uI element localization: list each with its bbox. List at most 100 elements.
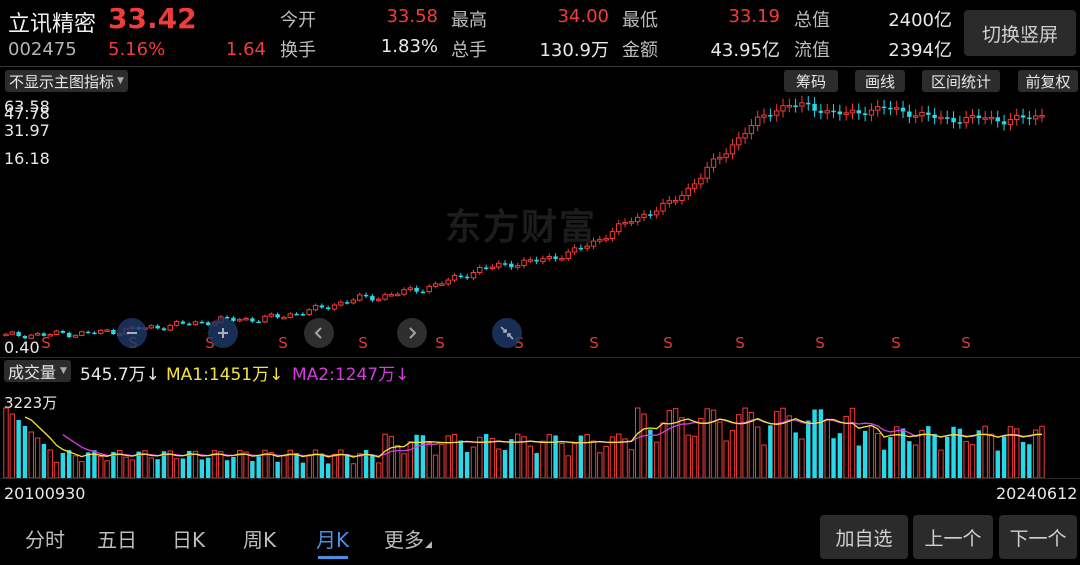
candle-body	[786, 104, 793, 108]
tab-wuri[interactable]: 五日	[97, 528, 137, 552]
volume-bar	[294, 453, 299, 478]
price-axis-label: 16.18	[4, 149, 50, 168]
volume-selector[interactable]: 成交量 ▼	[4, 360, 71, 382]
volume-bar	[641, 413, 647, 478]
tab-rik[interactable]: 日K	[172, 528, 206, 552]
candle-body	[401, 289, 407, 295]
volume-bar	[458, 440, 464, 478]
volume-bar	[331, 453, 338, 478]
candle-body	[256, 321, 261, 324]
signal-marker: S	[891, 334, 901, 352]
price-axis-label: 31.97	[4, 121, 50, 140]
collapse-button[interactable]	[492, 318, 522, 348]
volume-bar	[98, 455, 104, 478]
candle-body	[250, 318, 255, 322]
candle-body	[988, 116, 995, 120]
candle-body	[893, 107, 900, 110]
candle-body	[357, 294, 363, 301]
volume-bar	[3, 407, 9, 478]
candlestick-chart[interactable]: SSSSSSSSSSSSS	[0, 94, 1080, 356]
candle-body	[502, 263, 508, 265]
start-date: 20100930	[4, 484, 86, 503]
volume-bar	[912, 444, 919, 478]
tab-fenshi[interactable]: 分时	[25, 528, 65, 552]
candle-body	[375, 298, 382, 302]
candle-body	[306, 309, 312, 316]
stock-price: 33.42	[108, 2, 197, 35]
candle-body	[837, 111, 843, 115]
candle-body	[275, 314, 280, 318]
volume-bar	[717, 421, 723, 478]
volume-bar	[250, 461, 255, 478]
tab-zhouk[interactable]: 周K	[243, 528, 277, 552]
volume-bar	[843, 415, 849, 478]
candle-body	[553, 256, 558, 259]
chip-qujian[interactable]: 区间统计	[922, 70, 1000, 92]
chip-chouma[interactable]: 筹码	[784, 70, 838, 92]
candle-body	[224, 316, 230, 319]
volume-bar	[420, 435, 426, 478]
volume-bar	[60, 452, 66, 478]
scroll-left-button[interactable]	[304, 318, 334, 348]
candle-body	[363, 294, 369, 297]
candle-body	[199, 321, 205, 324]
candle-body	[281, 316, 287, 320]
volume-bar	[616, 433, 622, 478]
volume-bar	[1039, 425, 1045, 478]
indicator-selector[interactable]: 不显示主图指标 ▼	[5, 70, 128, 92]
volume-bar	[148, 457, 155, 478]
volume-bar	[319, 453, 325, 478]
volume-bar	[205, 457, 211, 478]
zoom-in-button[interactable]	[208, 318, 238, 348]
previous-stock-button[interactable]: 上一个	[913, 515, 993, 559]
candle-body	[161, 328, 167, 331]
tab-yuek[interactable]: 月K	[316, 528, 350, 552]
candle-body	[634, 216, 641, 223]
chip-huaxian[interactable]: 画线	[855, 70, 905, 92]
volume-bar	[634, 407, 641, 478]
volume-bar	[439, 443, 445, 478]
quote-value: 43.95亿	[710, 40, 780, 61]
quote-label: 最低	[622, 10, 658, 31]
add-watchlist-button[interactable]: 加自选	[820, 515, 908, 559]
volume-bar	[926, 426, 931, 478]
scroll-right-button[interactable]	[397, 318, 427, 348]
candle-body	[597, 238, 603, 242]
candle-body	[60, 330, 66, 333]
candle-body	[173, 321, 180, 326]
candle-body	[534, 259, 539, 262]
candle-body	[445, 279, 451, 285]
volume-bar	[565, 455, 571, 478]
zoom-out-button[interactable]	[117, 318, 147, 348]
candle-body	[338, 301, 344, 306]
candle-body	[982, 117, 988, 120]
tab-more[interactable]: 更多◢	[384, 524, 432, 553]
signal-marker: S	[589, 334, 599, 352]
quote-value: 2400亿	[888, 10, 952, 31]
quote-value: 33.19	[728, 6, 780, 27]
volume-bar	[199, 459, 205, 478]
candle-body	[66, 332, 72, 338]
candle-body	[969, 115, 976, 118]
candle-body	[603, 238, 609, 241]
signal-marker: S	[205, 334, 215, 352]
volume-bar	[243, 451, 249, 478]
volume-bar	[963, 441, 969, 478]
volume-bar	[1020, 441, 1026, 478]
volume-bar	[426, 442, 432, 478]
volume-bar	[464, 452, 470, 478]
volume-bar	[111, 451, 116, 478]
candle-body	[167, 324, 173, 331]
candle-body	[793, 105, 798, 107]
volume-bar	[521, 436, 527, 478]
candle-body	[799, 102, 805, 107]
chip-fuquan[interactable]: 前复权	[1018, 70, 1078, 92]
ma1-value: MA1:1451万↓	[166, 360, 283, 385]
volume-bar	[41, 444, 47, 478]
volume-bar	[1032, 429, 1039, 478]
switch-portrait-button[interactable]: 切换竖屏	[964, 10, 1076, 56]
candle-body	[736, 137, 742, 146]
volume-bar	[451, 433, 458, 478]
volume-chart[interactable]	[0, 386, 1080, 478]
next-stock-button[interactable]: 下一个	[999, 515, 1077, 559]
